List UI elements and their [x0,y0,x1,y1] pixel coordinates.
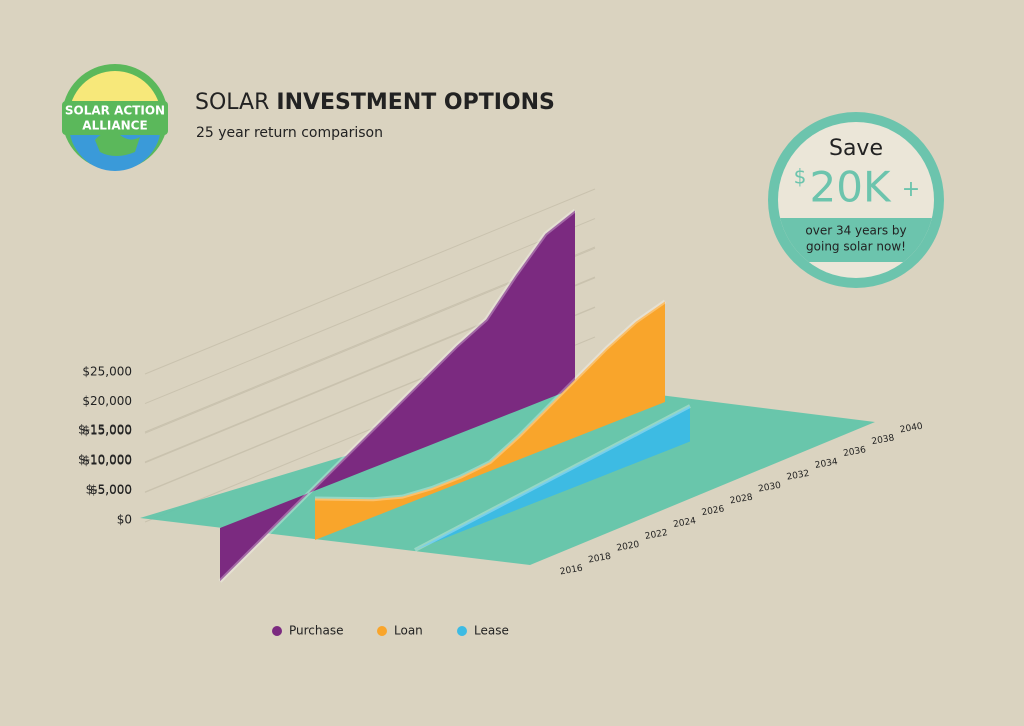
chart-title: SOLAR INVESTMENT OPTIONS [195,90,555,115]
x-tick-label: 2018 [588,552,613,566]
y-tick-label: $-5,000 [86,483,132,497]
y-tick-label: $-15,000 [78,423,132,437]
x-tick-label: 2038 [871,433,896,447]
badge-line: over 34 years by [805,224,906,238]
x-tick-label: 2030 [758,481,783,495]
grid-line [144,218,596,405]
x-tick-label: 2016 [559,564,584,578]
chart-subtitle: 25 year return comparison [196,125,383,141]
badge-plus: + [902,177,920,202]
logo: SOLAR ACTION ALLIANCE [62,64,168,171]
y-tick-label: $15,000 [82,424,132,438]
ribbon-edge [314,299,667,502]
legend-swatch [272,626,282,636]
logo-land [95,132,140,156]
legend-swatch [377,626,387,636]
y-tick-label: $20,000 [82,394,132,408]
x-tick-label: 2020 [616,540,641,554]
badge-line: going solar now! [806,240,906,254]
badge-currency: $ [794,165,807,189]
logo-banner [62,101,168,135]
badge-band [778,218,934,262]
y-tick-label: $-10,000 [78,453,132,467]
grid-line [144,188,596,375]
x-tick-label: 2022 [644,528,668,542]
y-tick-label: $25,000 [82,365,132,379]
title-bold: INVESTMENT OPTIONS [276,90,554,115]
x-tick-label: 2040 [899,422,924,436]
y-tick-label: $10,000 [82,453,132,467]
x-tick-label: 2026 [701,504,726,518]
ribbon-edge [218,208,577,583]
logo-text: SOLAR ACTION [65,104,165,118]
x-tick-label: 2032 [786,469,810,483]
badge-top: Save [829,136,883,161]
legend-swatch [457,626,467,636]
badge: Save $ 20K + over 34 years by going sola… [768,112,944,288]
legend-label: Loan [394,624,423,638]
x-tick-label: 2036 [843,445,868,459]
x-tick-label: 2024 [673,516,698,530]
ribbon-edge [414,404,691,552]
legend-label: Lease [474,624,509,638]
plot: $-15,000 $-10,000 $-5,000 $0 $5,000 $10,000 $1… [78,188,924,638]
y-tick-label: $5,000 [90,483,132,497]
area-ribbon [220,210,575,582]
logo-text: ALLIANCE [82,119,147,133]
y-tick-label: $0 [117,513,132,527]
legend-label: Purchase [289,624,344,638]
area-ribbon [415,406,690,550]
area-ribbon [315,301,665,540]
x-tick-label: 2034 [814,457,839,471]
x-tick-label: 2028 [729,493,754,507]
badge-amount: 20K [810,163,892,212]
title-light: SOLAR [195,90,269,115]
